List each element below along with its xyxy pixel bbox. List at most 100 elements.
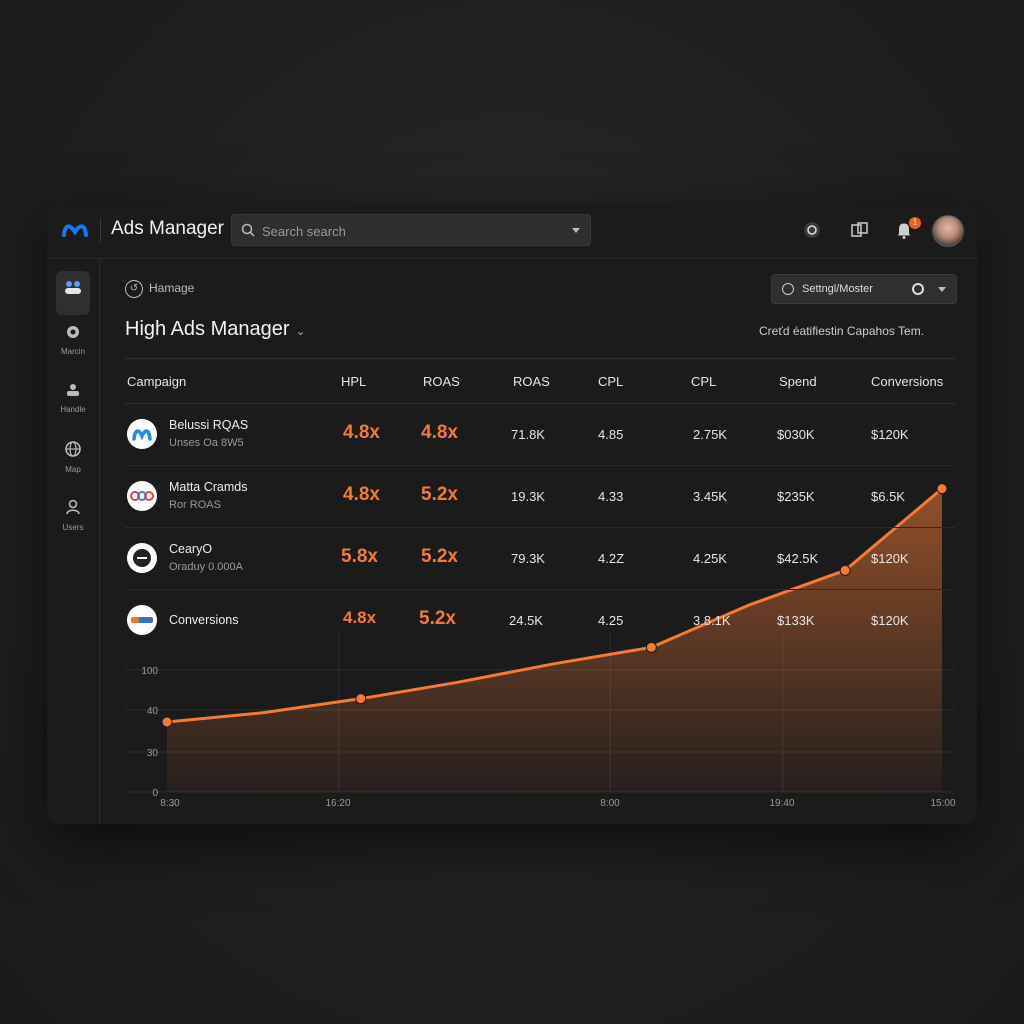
cell-spend: $42.5K bbox=[777, 551, 819, 566]
campaign-sub: Ror ROAS bbox=[169, 499, 221, 511]
cell-cpl: 4.85 bbox=[598, 427, 624, 442]
settings-label: Settngl/Moster bbox=[802, 283, 873, 295]
column-header[interactable]: ROAS bbox=[423, 374, 460, 389]
cell-conversions: $120K bbox=[871, 427, 909, 442]
sidebar-item-users[interactable]: Users bbox=[51, 499, 95, 532]
meta-logo-icon[interactable] bbox=[61, 218, 89, 242]
sidebar-item-handle[interactable]: Handle bbox=[51, 383, 95, 414]
cell-roas-2: 19.3K bbox=[511, 489, 545, 504]
sidebar-item-marcin[interactable]: Marcin bbox=[51, 325, 95, 356]
help-icon[interactable] bbox=[802, 220, 822, 240]
person-icon bbox=[66, 499, 80, 515]
chevron-down-icon[interactable] bbox=[938, 287, 946, 292]
notification-badge: 1 bbox=[909, 217, 921, 229]
column-header[interactable]: Spend bbox=[779, 374, 817, 389]
header-note: Creťd éatifiestin Сapahos Tem. bbox=[759, 324, 925, 338]
cell-cpl-2: 4.25K bbox=[693, 551, 727, 566]
cell-spend: $030K bbox=[777, 427, 815, 442]
cell-roas-2: 24.5K bbox=[509, 613, 543, 628]
x-tick-label: 8:30 bbox=[160, 798, 180, 809]
cell-roas-2: 71.8K bbox=[511, 427, 545, 442]
data-point bbox=[355, 693, 367, 705]
people-icon bbox=[65, 281, 81, 294]
cell-cpl-2: 3.45K bbox=[693, 489, 727, 504]
brand-logo-icon bbox=[131, 617, 153, 623]
cell-roas-2: 79.3K bbox=[511, 551, 545, 566]
campaign-name[interactable]: Matta Cramds bbox=[169, 480, 248, 494]
breadcrumb-label: Hamage bbox=[149, 281, 195, 296]
meta-logo-icon bbox=[132, 429, 152, 441]
cell-cpl-2: 3.8.1K bbox=[693, 613, 731, 628]
campaign-logo bbox=[127, 481, 157, 511]
cell-conversions: $120K bbox=[871, 551, 909, 566]
column-header[interactable]: Conversions bbox=[871, 374, 944, 389]
campaign-name[interactable]: CearyO bbox=[169, 542, 213, 556]
campaign-logo bbox=[127, 543, 157, 573]
campaign-sub: Oraduy 0.000A bbox=[169, 561, 243, 573]
y-tick-label: 100 bbox=[141, 666, 158, 677]
campaign-name[interactable]: Conversions bbox=[169, 613, 239, 627]
cell-roas: 5.2x bbox=[419, 608, 456, 629]
back-icon: ↺ bbox=[125, 280, 143, 298]
table-row[interactable]: Conversions 4.8x 5.2x 24.5K 4.25 3.8.1K … bbox=[125, 589, 955, 651]
sidebar-item-label: Handle bbox=[60, 405, 86, 414]
cell-conversions: $6.5K bbox=[871, 489, 905, 504]
sidebar: Marcin Handle Map Users bbox=[47, 259, 100, 824]
divider bbox=[100, 218, 101, 242]
campaign-sub: Unses Oa 8W5 bbox=[169, 437, 244, 449]
cell-hpl: 4.8x bbox=[343, 484, 380, 505]
search-bar[interactable] bbox=[231, 214, 591, 247]
bell-icon[interactable] bbox=[894, 220, 914, 240]
user-icon bbox=[67, 384, 79, 396]
campaign-name[interactable]: Belussi RQAS bbox=[169, 418, 249, 432]
sidebar-item-people[interactable] bbox=[51, 279, 95, 302]
y-tick-label: 30 bbox=[147, 748, 159, 759]
globe-icon bbox=[65, 441, 81, 457]
x-tick-label: 19:40 bbox=[769, 798, 794, 809]
chevron-down-icon[interactable] bbox=[572, 228, 580, 233]
sidebar-item-label: Map bbox=[65, 465, 81, 474]
refresh-icon[interactable] bbox=[912, 283, 924, 295]
chevron-down-icon: ⌄ bbox=[295, 324, 306, 338]
avatar[interactable] bbox=[932, 215, 964, 247]
settings-dropdown[interactable]: Settngl/Moster bbox=[771, 274, 957, 304]
target-icon bbox=[67, 326, 79, 338]
page-title[interactable]: High Ads Manager ⌄ bbox=[125, 318, 306, 341]
campaign-logo bbox=[127, 419, 157, 449]
column-header[interactable]: CPL bbox=[598, 374, 624, 389]
column-header[interactable]: Campaign bbox=[127, 374, 187, 389]
cell-conversions: $120K bbox=[871, 613, 909, 628]
y-tick-label: 0 bbox=[152, 788, 158, 799]
sidebar-item-label: Users bbox=[62, 523, 84, 532]
brand-logo-icon bbox=[133, 549, 151, 567]
search-input[interactable] bbox=[260, 215, 564, 247]
column-header[interactable]: ROAS bbox=[513, 374, 550, 389]
x-tick-label: 15:00 bbox=[930, 798, 955, 809]
table-row[interactable]: CearyO Oraduy 0.000A 5.8x 5.2x 79.3K 4.2… bbox=[125, 527, 955, 590]
column-header[interactable]: CPL bbox=[691, 374, 717, 389]
table-header: Campaign HPL ROAS ROAS CPL CPL Spend Con… bbox=[125, 358, 955, 404]
cell-spend: $235K bbox=[777, 489, 815, 504]
table-row[interactable]: Matta Cramds Ror ROAS 4.8x 5.2x 19.3K 4.… bbox=[125, 465, 955, 528]
cell-cpl: 4.33 bbox=[598, 489, 624, 504]
app-title: Ads Manager bbox=[111, 218, 225, 239]
cell-cpl: 4.25 bbox=[598, 613, 624, 628]
cell-spend: $133K bbox=[777, 613, 815, 628]
sidebar-item-map[interactable]: Map bbox=[51, 441, 95, 474]
sidebar-item-label: Marcin bbox=[60, 347, 85, 356]
breadcrumb[interactable]: ↺ Hamage bbox=[125, 280, 194, 298]
page-title-text: High Ads Manager bbox=[125, 318, 290, 340]
y-tick-label: 40 bbox=[147, 706, 159, 717]
x-tick-label: 8:00 bbox=[600, 798, 620, 809]
cell-hpl: 4.8x bbox=[343, 608, 377, 627]
cell-roas: 5.2x bbox=[421, 484, 458, 505]
gallery-icon[interactable] bbox=[849, 220, 869, 240]
column-header[interactable]: HPL bbox=[341, 374, 367, 389]
top-bar: Ads Manager 1 bbox=[47, 202, 977, 259]
table-row[interactable]: Belussi RQAS Unses Oa 8W5 4.8x 4.8x 71.8… bbox=[125, 403, 955, 466]
circles-logo-icon bbox=[130, 491, 154, 501]
cell-roas: 4.8x bbox=[421, 422, 458, 443]
settings-icon bbox=[782, 283, 794, 295]
x-tick-label: 16:20 bbox=[325, 798, 350, 809]
campaign-logo bbox=[127, 605, 157, 635]
